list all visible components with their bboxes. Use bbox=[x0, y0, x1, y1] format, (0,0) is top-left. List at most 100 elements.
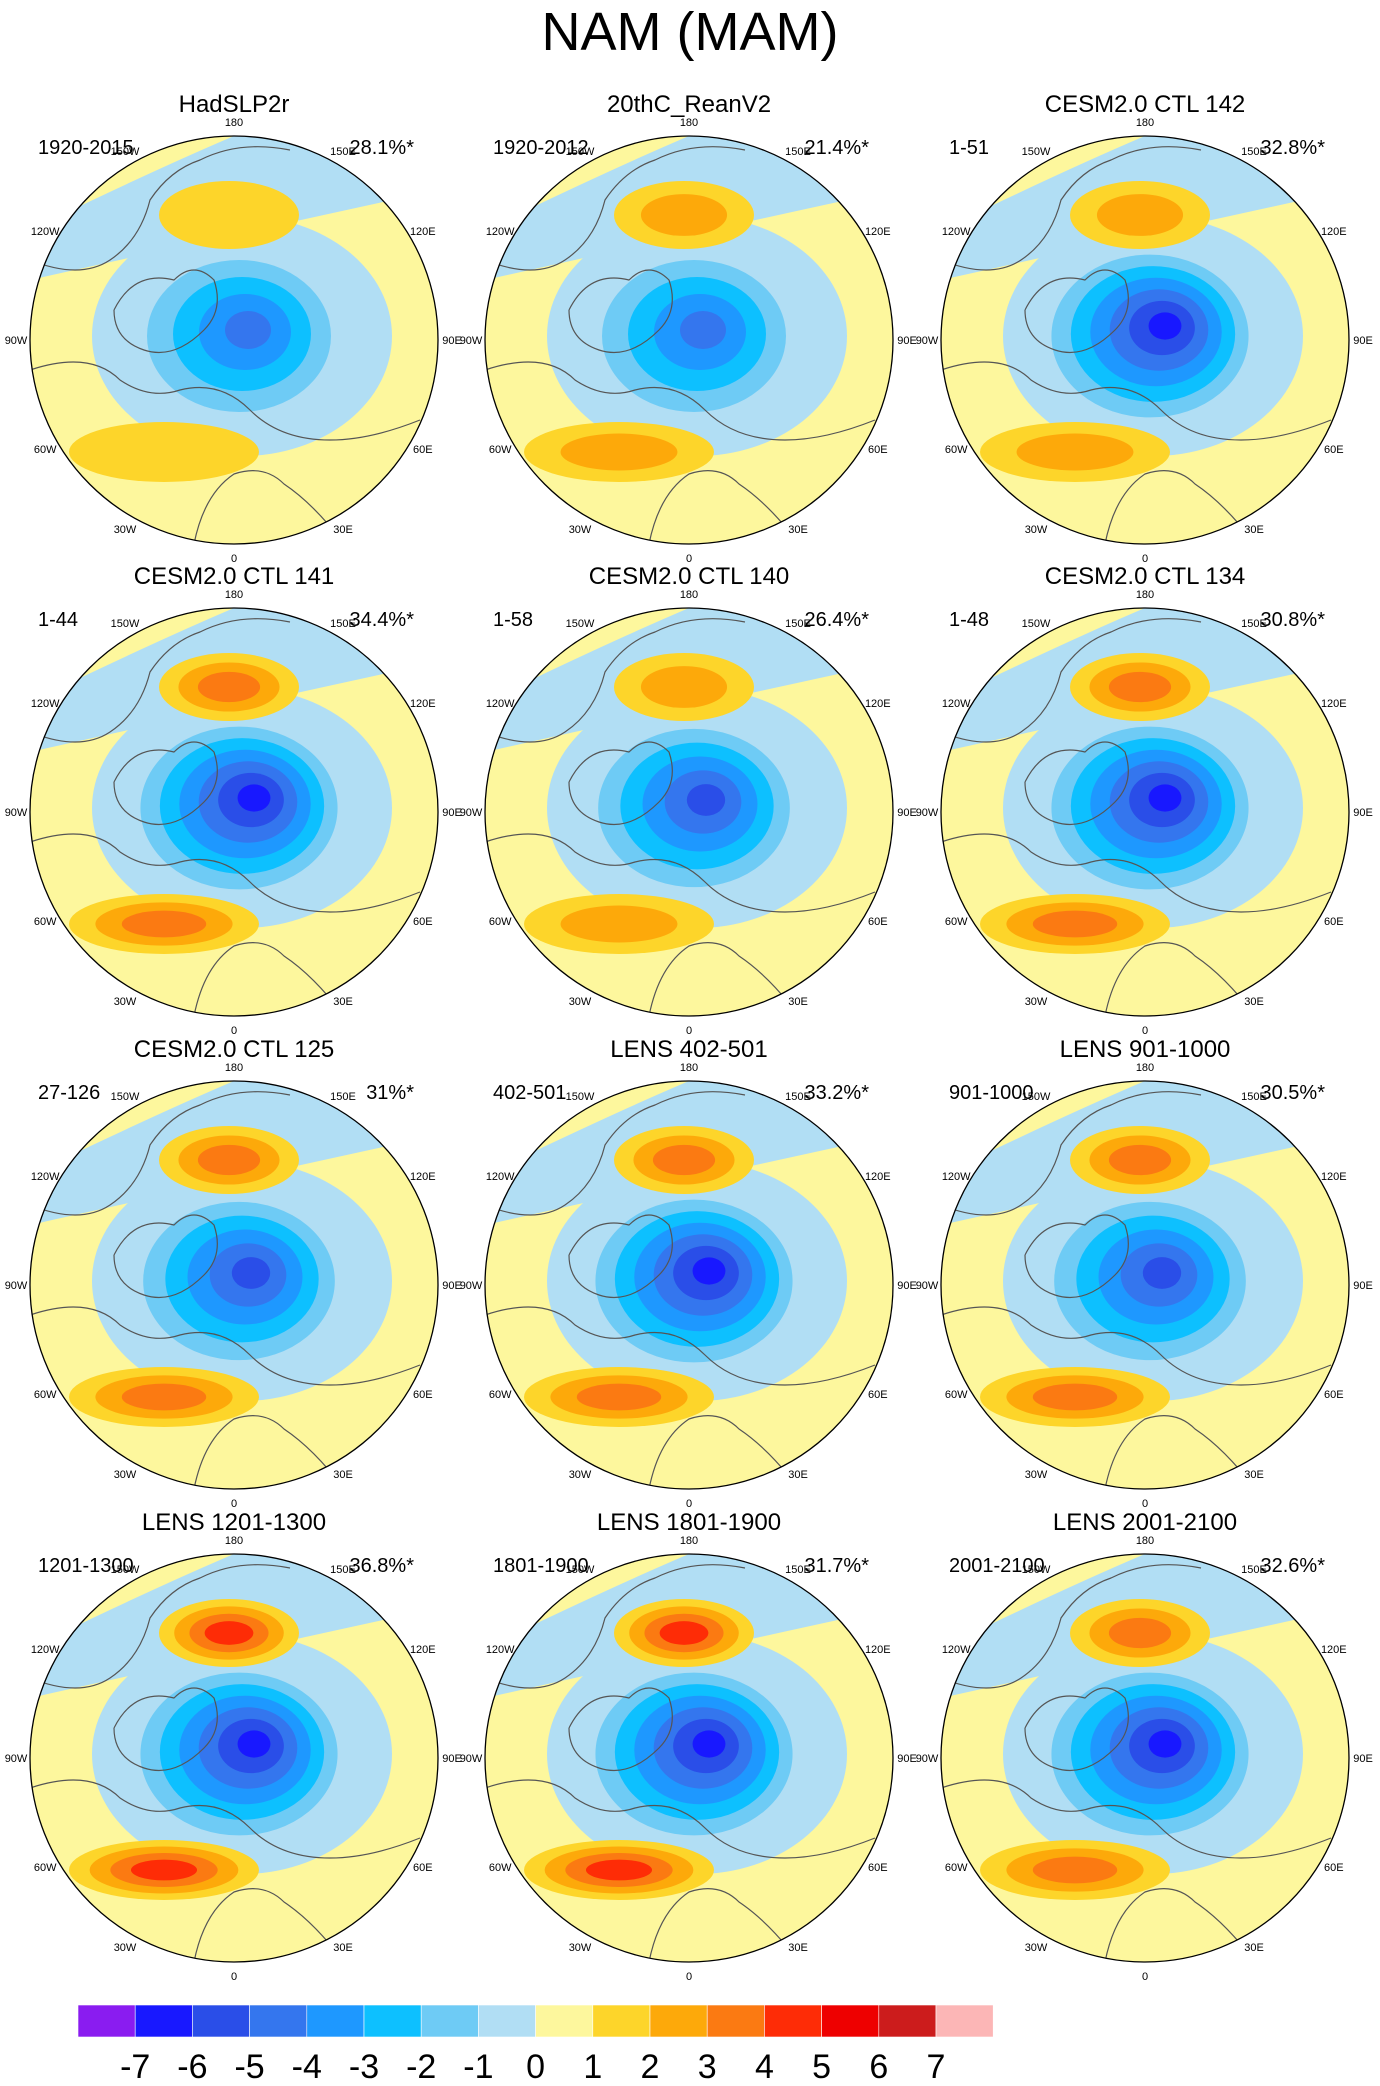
lon-label: 90W bbox=[916, 1753, 939, 1765]
lon-label: 60W bbox=[489, 1389, 512, 1401]
contour-negative bbox=[692, 1257, 726, 1285]
lon-label: 150E bbox=[330, 1091, 356, 1103]
contour-negative bbox=[1148, 1730, 1182, 1758]
lon-label: 30E bbox=[788, 996, 808, 1008]
lon-label: 120W bbox=[31, 698, 60, 710]
coastline-eurasia bbox=[485, 1306, 876, 1386]
coastline-africa bbox=[648, 470, 800, 544]
lon-label: 60E bbox=[1324, 1862, 1344, 1874]
colorbar-tick-label: 3 bbox=[698, 2048, 717, 2086]
map-boundary bbox=[484, 135, 894, 545]
lon-label: 120W bbox=[486, 1644, 515, 1656]
panel-variance: 31.7%* bbox=[805, 1555, 870, 1577]
lon-label: 150E bbox=[330, 618, 356, 630]
contour-positive bbox=[1032, 1856, 1118, 1884]
contour-positive bbox=[130, 1859, 198, 1881]
coastlines bbox=[941, 1564, 1332, 1962]
colorbar-tick-label: -2 bbox=[406, 2048, 436, 2086]
lon-label: 60W bbox=[34, 916, 57, 928]
lon-label: 0 bbox=[686, 1025, 692, 1037]
panel-title: CESM2.0 CTL 134 bbox=[1045, 563, 1246, 590]
map-boundary bbox=[29, 1080, 439, 1490]
lon-label: 150W bbox=[1022, 618, 1051, 630]
lon-label: 30E bbox=[788, 524, 808, 536]
contour-positive bbox=[159, 181, 299, 249]
panel-title: CESM2.0 CTL 142 bbox=[1045, 91, 1246, 118]
map-panel: CESM2.0 CTL 141 1-44 34.4%* 180 150E 120E 90E 6… bbox=[5, 563, 462, 1037]
coastline-africa bbox=[193, 1888, 345, 1962]
colorbar-swatch bbox=[249, 2004, 308, 2038]
lon-label: 120W bbox=[31, 1644, 60, 1656]
colorbar: -7 -6 -5 -4 -3 -2 -1 0 1 2 3 4 5 6 7 bbox=[77, 2004, 994, 2086]
panel-title: HadSLP2r bbox=[179, 91, 290, 118]
panel-title: CESM2.0 CTL 141 bbox=[134, 563, 335, 590]
lon-label: 30E bbox=[1244, 1469, 1264, 1481]
panel-period: 1920-2015 bbox=[38, 137, 134, 159]
colorbar-swatch bbox=[478, 2004, 536, 2038]
panel-period: 2001-2100 bbox=[949, 1555, 1045, 1577]
lon-label: 30E bbox=[333, 996, 353, 1008]
lon-label: 30W bbox=[114, 996, 137, 1008]
lon-label: 150E bbox=[1241, 1091, 1267, 1103]
panel-variance: 34.4%* bbox=[350, 609, 415, 631]
coastlines bbox=[941, 1091, 1332, 1489]
lon-label: 180 bbox=[680, 1062, 698, 1074]
contour-field bbox=[941, 136, 1349, 544]
contour-positive bbox=[576, 1383, 662, 1411]
lon-label: 90E bbox=[1353, 335, 1373, 347]
lon-label: 60E bbox=[413, 444, 433, 456]
lon-label: 90E bbox=[442, 1280, 462, 1292]
colorbar-swatch bbox=[592, 2004, 651, 2038]
lon-label: 0 bbox=[686, 553, 692, 565]
map-boundary bbox=[484, 1553, 894, 1963]
colorbar-swatch bbox=[420, 2004, 479, 2038]
coastline-greenland bbox=[1024, 269, 1129, 354]
lon-label: 30W bbox=[1025, 996, 1048, 1008]
contour-positive bbox=[121, 910, 207, 938]
coastline-eurasia bbox=[485, 833, 876, 913]
contour-field bbox=[941, 1554, 1349, 1962]
panel-period: 1-48 bbox=[949, 609, 989, 631]
contour-field bbox=[30, 136, 438, 544]
coastlines bbox=[30, 146, 421, 544]
lon-label: 0 bbox=[231, 553, 237, 565]
lon-label: 90W bbox=[916, 1280, 939, 1292]
panel-variance: 32.8%* bbox=[1261, 137, 1326, 159]
lon-label: 90W bbox=[460, 335, 483, 347]
contour-field bbox=[485, 1554, 893, 1962]
lon-label: 120E bbox=[410, 226, 436, 238]
contour-positive bbox=[204, 1621, 254, 1645]
colorbar-swatch bbox=[649, 2004, 708, 2038]
coastline-north-america bbox=[485, 618, 746, 743]
contour-positive bbox=[585, 1859, 653, 1881]
map-panel: HadSLP2r 1920-2015 28.1%* 180 150E 120E 90E 60E… bbox=[5, 91, 462, 565]
coastline-eurasia bbox=[30, 1779, 421, 1859]
lon-label: 60E bbox=[1324, 916, 1344, 928]
panel-title: LENS 901-1000 bbox=[1060, 1036, 1231, 1063]
map-panel: CESM2.0 CTL 134 1-48 30.8%* 180 150E 120E 90E 6… bbox=[916, 563, 1373, 1037]
lon-label: 120E bbox=[1321, 226, 1347, 238]
lon-label: 60E bbox=[868, 916, 888, 928]
map-boundary bbox=[29, 135, 439, 545]
lon-label: 90E bbox=[442, 807, 462, 819]
lon-label: 150W bbox=[566, 146, 595, 158]
lon-label: 0 bbox=[231, 1971, 237, 1980]
coastlines bbox=[30, 1091, 421, 1489]
map-panel: CESM2.0 CTL 125 27-126 31%* 180 150E 120E 90E 6… bbox=[5, 1036, 462, 1510]
contour-positive bbox=[197, 671, 261, 703]
panel-period: 1-51 bbox=[949, 137, 989, 159]
colorbar-swatch bbox=[77, 2004, 136, 2038]
lon-label: 60E bbox=[413, 916, 433, 928]
coastline-greenland bbox=[568, 269, 673, 354]
contour-positive bbox=[1108, 1144, 1172, 1176]
contour-positive bbox=[652, 1144, 716, 1176]
lon-label: 150W bbox=[111, 1091, 140, 1103]
panel-title: LENS 1801-1900 bbox=[597, 1509, 781, 1536]
coastline-africa bbox=[1104, 1415, 1256, 1489]
lon-label: 60W bbox=[945, 1389, 968, 1401]
contour-negative bbox=[225, 311, 271, 349]
coastline-north-america bbox=[485, 1564, 746, 1689]
contour-field bbox=[941, 1081, 1349, 1489]
lon-label: 150E bbox=[785, 1091, 811, 1103]
coastline-eurasia bbox=[30, 361, 421, 441]
